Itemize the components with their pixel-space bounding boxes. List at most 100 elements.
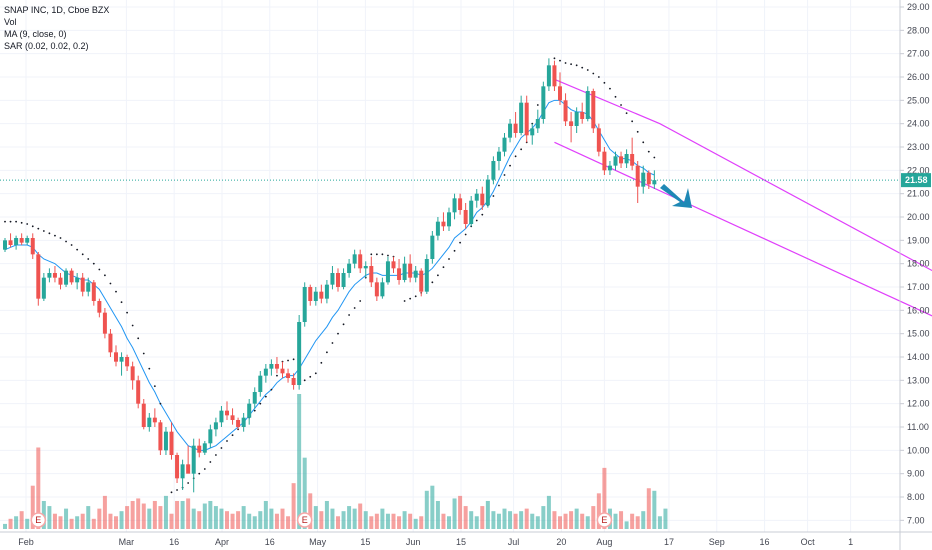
volume-bar	[624, 521, 629, 529]
sar-dot	[492, 195, 495, 197]
volume-bar	[552, 511, 557, 529]
sar-dot	[353, 307, 356, 309]
legend-vol: Vol	[4, 17, 17, 27]
candle	[641, 165, 646, 194]
candle-body	[308, 287, 313, 301]
candle-body	[47, 273, 52, 278]
x-tick-label: 16	[169, 537, 179, 547]
candle-body	[380, 282, 385, 297]
earnings-badge	[596, 512, 613, 528]
volume-bar	[469, 511, 474, 529]
y-tick-label: 26.00	[907, 72, 930, 82]
sar-dot	[403, 300, 406, 302]
sar-dot	[620, 104, 622, 106]
candle-body	[241, 417, 246, 427]
sar-dot	[303, 379, 306, 382]
volume-bar	[596, 493, 601, 529]
candle-body	[80, 277, 85, 292]
volume-bar	[3, 523, 7, 529]
sar-dot	[81, 253, 84, 256]
volume-bar	[136, 498, 141, 529]
volume-bar	[14, 516, 19, 529]
candle	[108, 329, 113, 357]
sar-dot	[603, 81, 606, 84]
sar-dot	[647, 150, 650, 153]
x-tick-label: 20	[556, 537, 566, 547]
candle-body	[119, 357, 124, 362]
candle-body	[430, 235, 435, 259]
sar-dot	[142, 352, 145, 355]
candle	[269, 359, 274, 376]
candle-body	[152, 417, 157, 423]
candle	[363, 261, 368, 278]
candle-body	[408, 263, 413, 278]
candle	[225, 401, 229, 420]
x-tick-label: Sep	[709, 537, 725, 547]
y-tick-label: 23.00	[907, 142, 930, 152]
volume-bar	[408, 513, 413, 529]
earnings-marker: E	[596, 512, 613, 528]
candle-body	[541, 86, 546, 119]
candle-body	[624, 154, 629, 164]
volume-bar	[358, 503, 363, 529]
sar-dot	[15, 220, 17, 223]
volume-bar	[447, 516, 451, 529]
y-tick-label: 29.00	[907, 2, 930, 12]
sar-dot	[59, 237, 62, 239]
sar-dot	[564, 62, 567, 64]
y-tick-label: 24.00	[907, 119, 930, 129]
candle-body	[347, 263, 352, 273]
sar-dot	[437, 274, 439, 277]
candle-body	[646, 172, 651, 185]
candle-body	[225, 410, 229, 416]
sar-dot	[54, 234, 56, 237]
volume-bar	[230, 513, 235, 529]
candle	[435, 217, 440, 241]
volume-bar	[574, 508, 579, 529]
sar-dot	[381, 253, 384, 256]
candle	[241, 413, 246, 432]
sar-dot	[253, 409, 256, 412]
candle-body	[108, 333, 113, 353]
candle-body	[435, 221, 440, 236]
x-tick-label: Aug	[596, 537, 612, 547]
volume-bar	[258, 511, 263, 529]
candle	[369, 256, 374, 287]
volume-bar	[169, 513, 174, 529]
volume-bar	[485, 500, 490, 529]
earnings-badge	[30, 512, 47, 528]
sar-dot	[348, 314, 350, 316]
volume-bar	[452, 498, 457, 529]
sar-dot	[26, 223, 29, 225]
candle	[80, 273, 85, 297]
sar-dot	[220, 447, 223, 449]
candle	[330, 266, 335, 290]
volume-bar	[374, 513, 379, 529]
volume-bar	[602, 467, 607, 529]
candle-body	[102, 312, 107, 334]
volume-bar	[363, 511, 368, 529]
candle-body	[208, 429, 213, 444]
candle	[419, 268, 424, 297]
volume-bar	[213, 506, 218, 529]
candle-body	[258, 375, 263, 392]
volume-bar	[236, 511, 241, 529]
volume-bar	[491, 511, 496, 529]
candle-body	[64, 270, 69, 285]
candle	[219, 406, 224, 427]
volume-bar	[302, 457, 307, 529]
candle-body	[236, 420, 241, 427]
sar-dot	[359, 300, 362, 302]
volume-bar	[513, 513, 518, 529]
sar-dot	[215, 454, 217, 456]
candle	[280, 361, 285, 378]
candlesticks	[3, 58, 657, 493]
sar-dot	[9, 220, 12, 223]
candle-body	[447, 212, 451, 227]
volume-bar	[424, 490, 429, 529]
x-tick-label: 16	[760, 537, 770, 547]
legend-sar: SAR (0.02, 0.02, 0.2)	[4, 41, 89, 51]
volume-bar	[297, 394, 302, 529]
candle	[286, 368, 291, 383]
